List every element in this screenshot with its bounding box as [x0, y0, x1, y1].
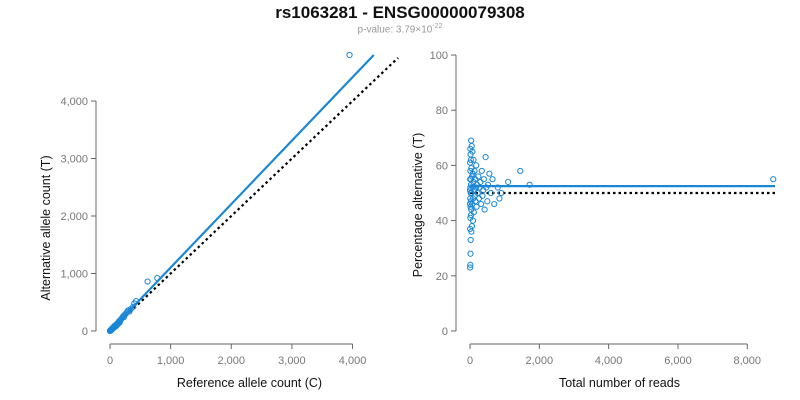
- chart-title: rs1063281 - ENSG00000079308: [275, 3, 525, 22]
- y-tick-label: 60: [436, 160, 448, 172]
- data-point: [467, 145, 474, 152]
- data-point: [467, 176, 474, 183]
- x-tick-label: 6,000: [664, 355, 692, 367]
- y-tick-label: 2,000: [60, 211, 88, 223]
- x-tick-label: 0: [107, 355, 113, 367]
- data-point: [467, 203, 474, 210]
- y-axis-label: Percentage alternative (T): [411, 133, 425, 278]
- percentage-alternative-scatter-panel: 0 20 40 60 80 100 0 2,000 4,000 6,000 8,000 Total n…: [411, 50, 777, 390]
- data-point: [770, 176, 777, 183]
- x-tick-label: 4,000: [339, 355, 367, 367]
- data-point: [467, 225, 474, 232]
- reference-line: [109, 57, 399, 332]
- data-point: [496, 195, 503, 202]
- x-tick-label: 2,000: [526, 355, 554, 367]
- data-point: [467, 264, 474, 271]
- y-tick-label: 0: [442, 326, 448, 338]
- data-point: [467, 236, 474, 244]
- data-point: [482, 154, 489, 161]
- data-point: [480, 176, 487, 183]
- data-point: [467, 167, 474, 175]
- data-point: [478, 167, 485, 175]
- p-value-exponent: -22: [432, 23, 443, 30]
- x-tick-label: 8,000: [734, 355, 762, 367]
- data-point: [477, 200, 485, 208]
- data-point: [466, 200, 474, 208]
- data-point: [484, 198, 491, 205]
- data-point: [154, 275, 161, 282]
- data-point: [468, 137, 475, 144]
- data-point: [467, 261, 474, 268]
- y-tick-label: 40: [436, 216, 448, 228]
- y-tick-label: 100: [430, 50, 448, 62]
- chart-subtitle: p-value: 3.79×10-22: [0, 23, 800, 35]
- y-tick-label: 0: [82, 326, 88, 338]
- data-point: [486, 170, 493, 177]
- data-point: [494, 184, 501, 191]
- data-point: [517, 167, 524, 175]
- x-tick-label: 3,000: [278, 355, 306, 367]
- data-point: [491, 200, 498, 208]
- data-point: [466, 187, 474, 194]
- y-tick-label: 80: [436, 105, 448, 117]
- y-tick-label: 3,000: [60, 154, 88, 166]
- y-axis-label: Alternative allele count (T): [39, 155, 53, 300]
- data-point: [467, 211, 475, 219]
- data-point: [505, 178, 512, 186]
- y-tick-label: 1,000: [60, 269, 88, 281]
- data-point: [487, 189, 494, 197]
- data-point: [467, 159, 474, 166]
- x-axis-label: Reference allele count (C): [177, 376, 322, 390]
- x-tick-label: 4,000: [595, 355, 623, 367]
- data-point: [106, 327, 114, 335]
- data-point: [346, 51, 353, 59]
- data-point: [481, 206, 488, 213]
- data-point: [489, 176, 496, 183]
- data-point: [131, 300, 138, 307]
- p-value-text: p-value: 3.79×10: [357, 24, 433, 36]
- data-point: [468, 165, 475, 172]
- data-point: [526, 181, 533, 188]
- data-point: [477, 178, 484, 186]
- data-point: [144, 278, 151, 285]
- data-point: [473, 162, 480, 169]
- x-axis-label: Total number of reads: [559, 376, 680, 390]
- data-point: [467, 214, 474, 221]
- x-tick-label: 2,000: [218, 355, 246, 367]
- y-tick-label: 4,000: [60, 96, 88, 108]
- x-tick-label: 1,000: [157, 355, 185, 367]
- allele-count-scatter-panel: 0 1,000 2,000 3,000 4,000 0 1,000 2,000 3,000 4,0…: [39, 51, 399, 390]
- y-tick-label: 20: [436, 271, 448, 283]
- data-point: [467, 184, 474, 191]
- data-point: [467, 250, 474, 257]
- data-point: [498, 189, 505, 197]
- fit-line: [109, 54, 375, 332]
- x-tick-label: 0: [467, 355, 473, 367]
